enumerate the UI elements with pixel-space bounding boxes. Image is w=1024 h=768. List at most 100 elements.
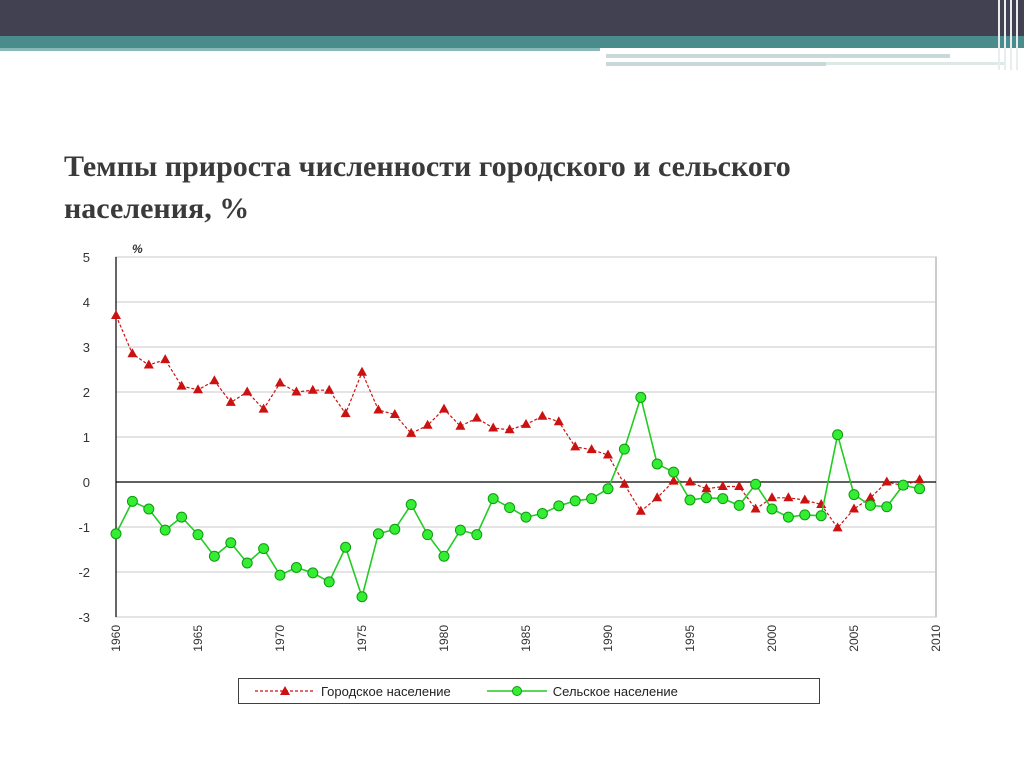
data-point-urban <box>357 366 367 376</box>
data-point-urban <box>455 420 466 430</box>
accent-band <box>0 36 1024 48</box>
data-point-rural <box>356 591 368 603</box>
data-point-rural <box>520 511 532 523</box>
data-point-urban <box>570 441 581 451</box>
data-point-rural <box>307 567 319 579</box>
data-point-urban <box>553 416 564 426</box>
data-point-urban <box>914 474 925 484</box>
data-point-urban <box>521 418 531 428</box>
data-point-rural <box>717 493 729 505</box>
data-point-rural <box>405 499 417 510</box>
data-point-urban <box>209 375 220 385</box>
data-point-rural <box>340 541 352 553</box>
data-point-urban <box>832 522 843 532</box>
data-point-rural <box>487 493 499 505</box>
data-point-urban <box>685 476 695 486</box>
legend-item-urban: Городское население <box>255 684 451 699</box>
data-point-urban <box>767 492 777 502</box>
data-point-urban <box>849 503 859 513</box>
slide-title: Темпы прироста численности городского и … <box>64 150 791 225</box>
y-unit-label: % <box>132 242 143 256</box>
data-point-urban <box>389 409 400 418</box>
legend-marker-rural <box>486 686 547 696</box>
data-point-rural <box>864 499 876 511</box>
data-point-rural <box>241 557 253 569</box>
data-point-rural <box>700 492 712 504</box>
data-point-urban <box>504 424 515 434</box>
data-point-rural <box>635 391 647 403</box>
y-tick-label: 1 <box>83 430 90 445</box>
data-point-rural <box>323 576 335 588</box>
y-tick-label: 5 <box>83 250 90 265</box>
data-point-urban <box>652 492 663 502</box>
x-tick-label: 1970 <box>273 625 287 652</box>
accent-line <box>0 48 600 51</box>
y-tick-label: -3 <box>78 610 90 625</box>
data-point-urban <box>324 384 335 394</box>
data-point-rural <box>126 495 138 507</box>
data-point-urban <box>258 403 269 413</box>
data-point-urban <box>275 377 285 387</box>
x-tick-label: 1995 <box>683 625 697 652</box>
data-point-rural <box>618 443 630 455</box>
data-point-rural <box>471 529 483 541</box>
x-tick-label: 2005 <box>847 625 861 652</box>
data-point-urban <box>127 348 138 358</box>
chart-legend: Городское население Сельское население <box>238 678 820 704</box>
data-point-rural <box>881 501 893 513</box>
data-point-rural <box>602 483 614 495</box>
data-point-rural <box>290 562 302 573</box>
data-point-rural <box>684 494 696 506</box>
data-point-urban <box>701 483 712 493</box>
legend-label-rural: Сельское население <box>552 683 678 699</box>
data-point-rural <box>454 524 466 536</box>
data-point-urban <box>143 359 154 369</box>
data-point-rural <box>389 523 401 535</box>
data-point-rural <box>848 489 860 501</box>
data-point-urban <box>783 492 794 502</box>
data-point-rural <box>569 495 581 507</box>
legend-label-urban: Городское население <box>321 683 451 699</box>
x-tick-label: 1960 <box>109 625 123 652</box>
data-point-rural <box>914 483 926 495</box>
data-point-rural <box>274 569 286 581</box>
data-point-urban <box>439 403 449 413</box>
legend-item-rural: Сельское население <box>486 683 678 699</box>
x-tick-label: 2010 <box>929 625 943 652</box>
data-point-urban <box>225 396 236 406</box>
data-point-rural <box>438 550 450 562</box>
data-point-urban <box>881 476 892 486</box>
y-tick-label: -1 <box>78 520 90 535</box>
data-point-rural <box>225 537 237 549</box>
x-tick-label: 1990 <box>601 625 615 652</box>
data-point-rural <box>159 524 171 536</box>
legend-marker-urban <box>255 686 315 695</box>
data-point-urban <box>340 408 351 418</box>
x-tick-label: 1985 <box>519 625 533 652</box>
data-point-urban <box>668 475 679 485</box>
data-point-urban <box>176 380 187 390</box>
y-tick-label: -2 <box>78 565 90 580</box>
data-point-rural <box>782 511 794 523</box>
x-tick-label: 1965 <box>191 625 205 652</box>
data-point-rural <box>733 499 745 511</box>
data-point-urban <box>865 492 876 502</box>
data-point-urban <box>111 310 121 319</box>
data-point-urban <box>422 419 433 429</box>
data-point-rural <box>750 478 762 490</box>
data-point-urban <box>750 503 761 513</box>
data-point-rural <box>110 528 122 540</box>
decor-stripes <box>994 0 1024 70</box>
data-point-urban <box>242 386 253 396</box>
data-point-rural <box>553 500 565 512</box>
data-point-rural <box>651 458 663 470</box>
y-tick-label: 3 <box>83 340 90 355</box>
data-point-urban <box>307 384 318 394</box>
data-point-rural <box>668 466 680 478</box>
decor-line-1 <box>606 54 950 58</box>
data-point-urban <box>734 481 745 490</box>
data-point-rural <box>897 479 909 491</box>
data-point-urban <box>193 384 203 394</box>
data-point-urban <box>717 481 728 490</box>
